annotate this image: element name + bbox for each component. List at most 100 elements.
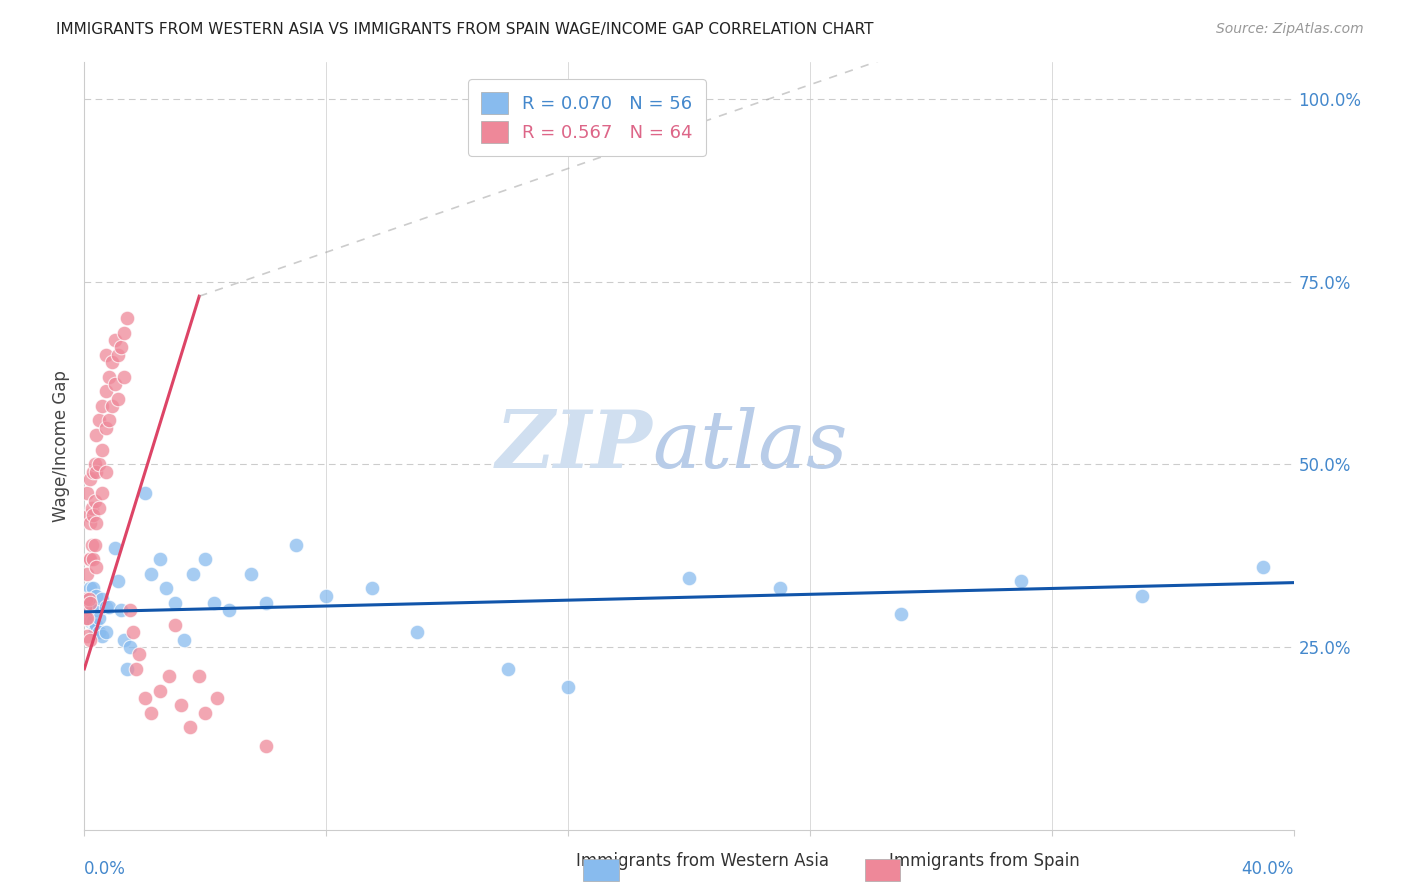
Point	[1011, 574, 1033, 589]
Point	[84, 603, 107, 617]
Point	[104, 333, 127, 347]
Point	[239, 566, 262, 581]
Point	[139, 566, 162, 581]
Point	[406, 625, 429, 640]
Point	[115, 662, 138, 676]
Point	[181, 566, 204, 581]
Point	[86, 516, 108, 530]
Point	[155, 582, 177, 596]
Point	[76, 610, 98, 624]
Point	[86, 559, 108, 574]
Legend: R = 0.070   N = 56, R = 0.567   N = 64: R = 0.070 N = 56, R = 0.567 N = 64	[468, 79, 706, 156]
Point	[170, 698, 193, 713]
Point	[75, 610, 97, 624]
Point	[94, 348, 117, 362]
Point	[86, 465, 108, 479]
Point	[91, 486, 114, 500]
Text: Source: ZipAtlas.com: Source: ZipAtlas.com	[1216, 22, 1364, 37]
Point	[678, 570, 700, 584]
Text: IMMIGRANTS FROM WESTERN ASIA VS IMMIGRANTS FROM SPAIN WAGE/INCOME GAP CORRELATIO: IMMIGRANTS FROM WESTERN ASIA VS IMMIGRAN…	[56, 22, 873, 37]
Point	[165, 596, 187, 610]
Text: Immigrants from Spain: Immigrants from Spain	[889, 852, 1080, 870]
Point	[89, 625, 111, 640]
Point	[94, 384, 117, 399]
Point	[77, 610, 100, 624]
Point	[134, 691, 156, 706]
Point	[97, 369, 120, 384]
Point	[157, 669, 180, 683]
Point	[91, 592, 114, 607]
Point	[91, 442, 114, 457]
Point	[84, 538, 107, 552]
Point	[80, 607, 103, 621]
Text: 0.0%: 0.0%	[84, 860, 127, 878]
Point	[79, 596, 101, 610]
Point	[86, 618, 108, 632]
Point	[1253, 559, 1275, 574]
Point	[86, 428, 108, 442]
Point	[100, 355, 122, 369]
Point	[79, 582, 101, 596]
Point	[94, 625, 117, 640]
Point	[79, 632, 101, 647]
Point	[557, 680, 579, 694]
Point	[107, 348, 129, 362]
Point	[82, 465, 104, 479]
Point	[202, 596, 225, 610]
Point	[76, 486, 98, 500]
Point	[496, 662, 519, 676]
Point	[1130, 589, 1153, 603]
Point	[149, 683, 172, 698]
Point	[89, 413, 111, 427]
Point	[173, 632, 195, 647]
Point	[91, 399, 114, 413]
Point	[100, 399, 122, 413]
Point	[254, 596, 277, 610]
Point	[82, 599, 104, 614]
Point	[76, 607, 98, 621]
Point	[112, 632, 135, 647]
Point	[82, 582, 104, 596]
Point	[76, 566, 98, 581]
Text: atlas: atlas	[652, 408, 848, 484]
Point	[218, 603, 240, 617]
Point	[254, 739, 277, 753]
Point	[121, 625, 143, 640]
Point	[89, 457, 111, 471]
Point	[360, 582, 382, 596]
Point	[165, 618, 187, 632]
Point	[91, 629, 114, 643]
Point	[79, 615, 101, 629]
Point	[110, 340, 132, 354]
Point	[125, 662, 148, 676]
Point	[79, 589, 101, 603]
Point	[194, 552, 217, 566]
Point	[104, 376, 127, 391]
Point	[890, 607, 912, 621]
Point	[97, 413, 120, 427]
Point	[110, 603, 132, 617]
Point	[94, 421, 117, 435]
Point	[84, 493, 107, 508]
Point	[315, 589, 337, 603]
Point	[194, 706, 217, 720]
Point	[77, 592, 100, 607]
Point	[112, 369, 135, 384]
Point	[104, 541, 127, 556]
Point	[89, 501, 111, 516]
Point	[89, 610, 111, 624]
Text: ZIP: ZIP	[496, 408, 652, 484]
Point	[84, 457, 107, 471]
Point	[179, 720, 201, 734]
Point	[128, 647, 150, 661]
Point	[79, 603, 101, 617]
Point	[77, 596, 100, 610]
Point	[79, 516, 101, 530]
Point	[97, 599, 120, 614]
Point	[80, 538, 103, 552]
Point	[86, 589, 108, 603]
Point	[94, 465, 117, 479]
Point	[79, 552, 101, 566]
Point	[94, 599, 117, 614]
Point	[207, 691, 229, 706]
